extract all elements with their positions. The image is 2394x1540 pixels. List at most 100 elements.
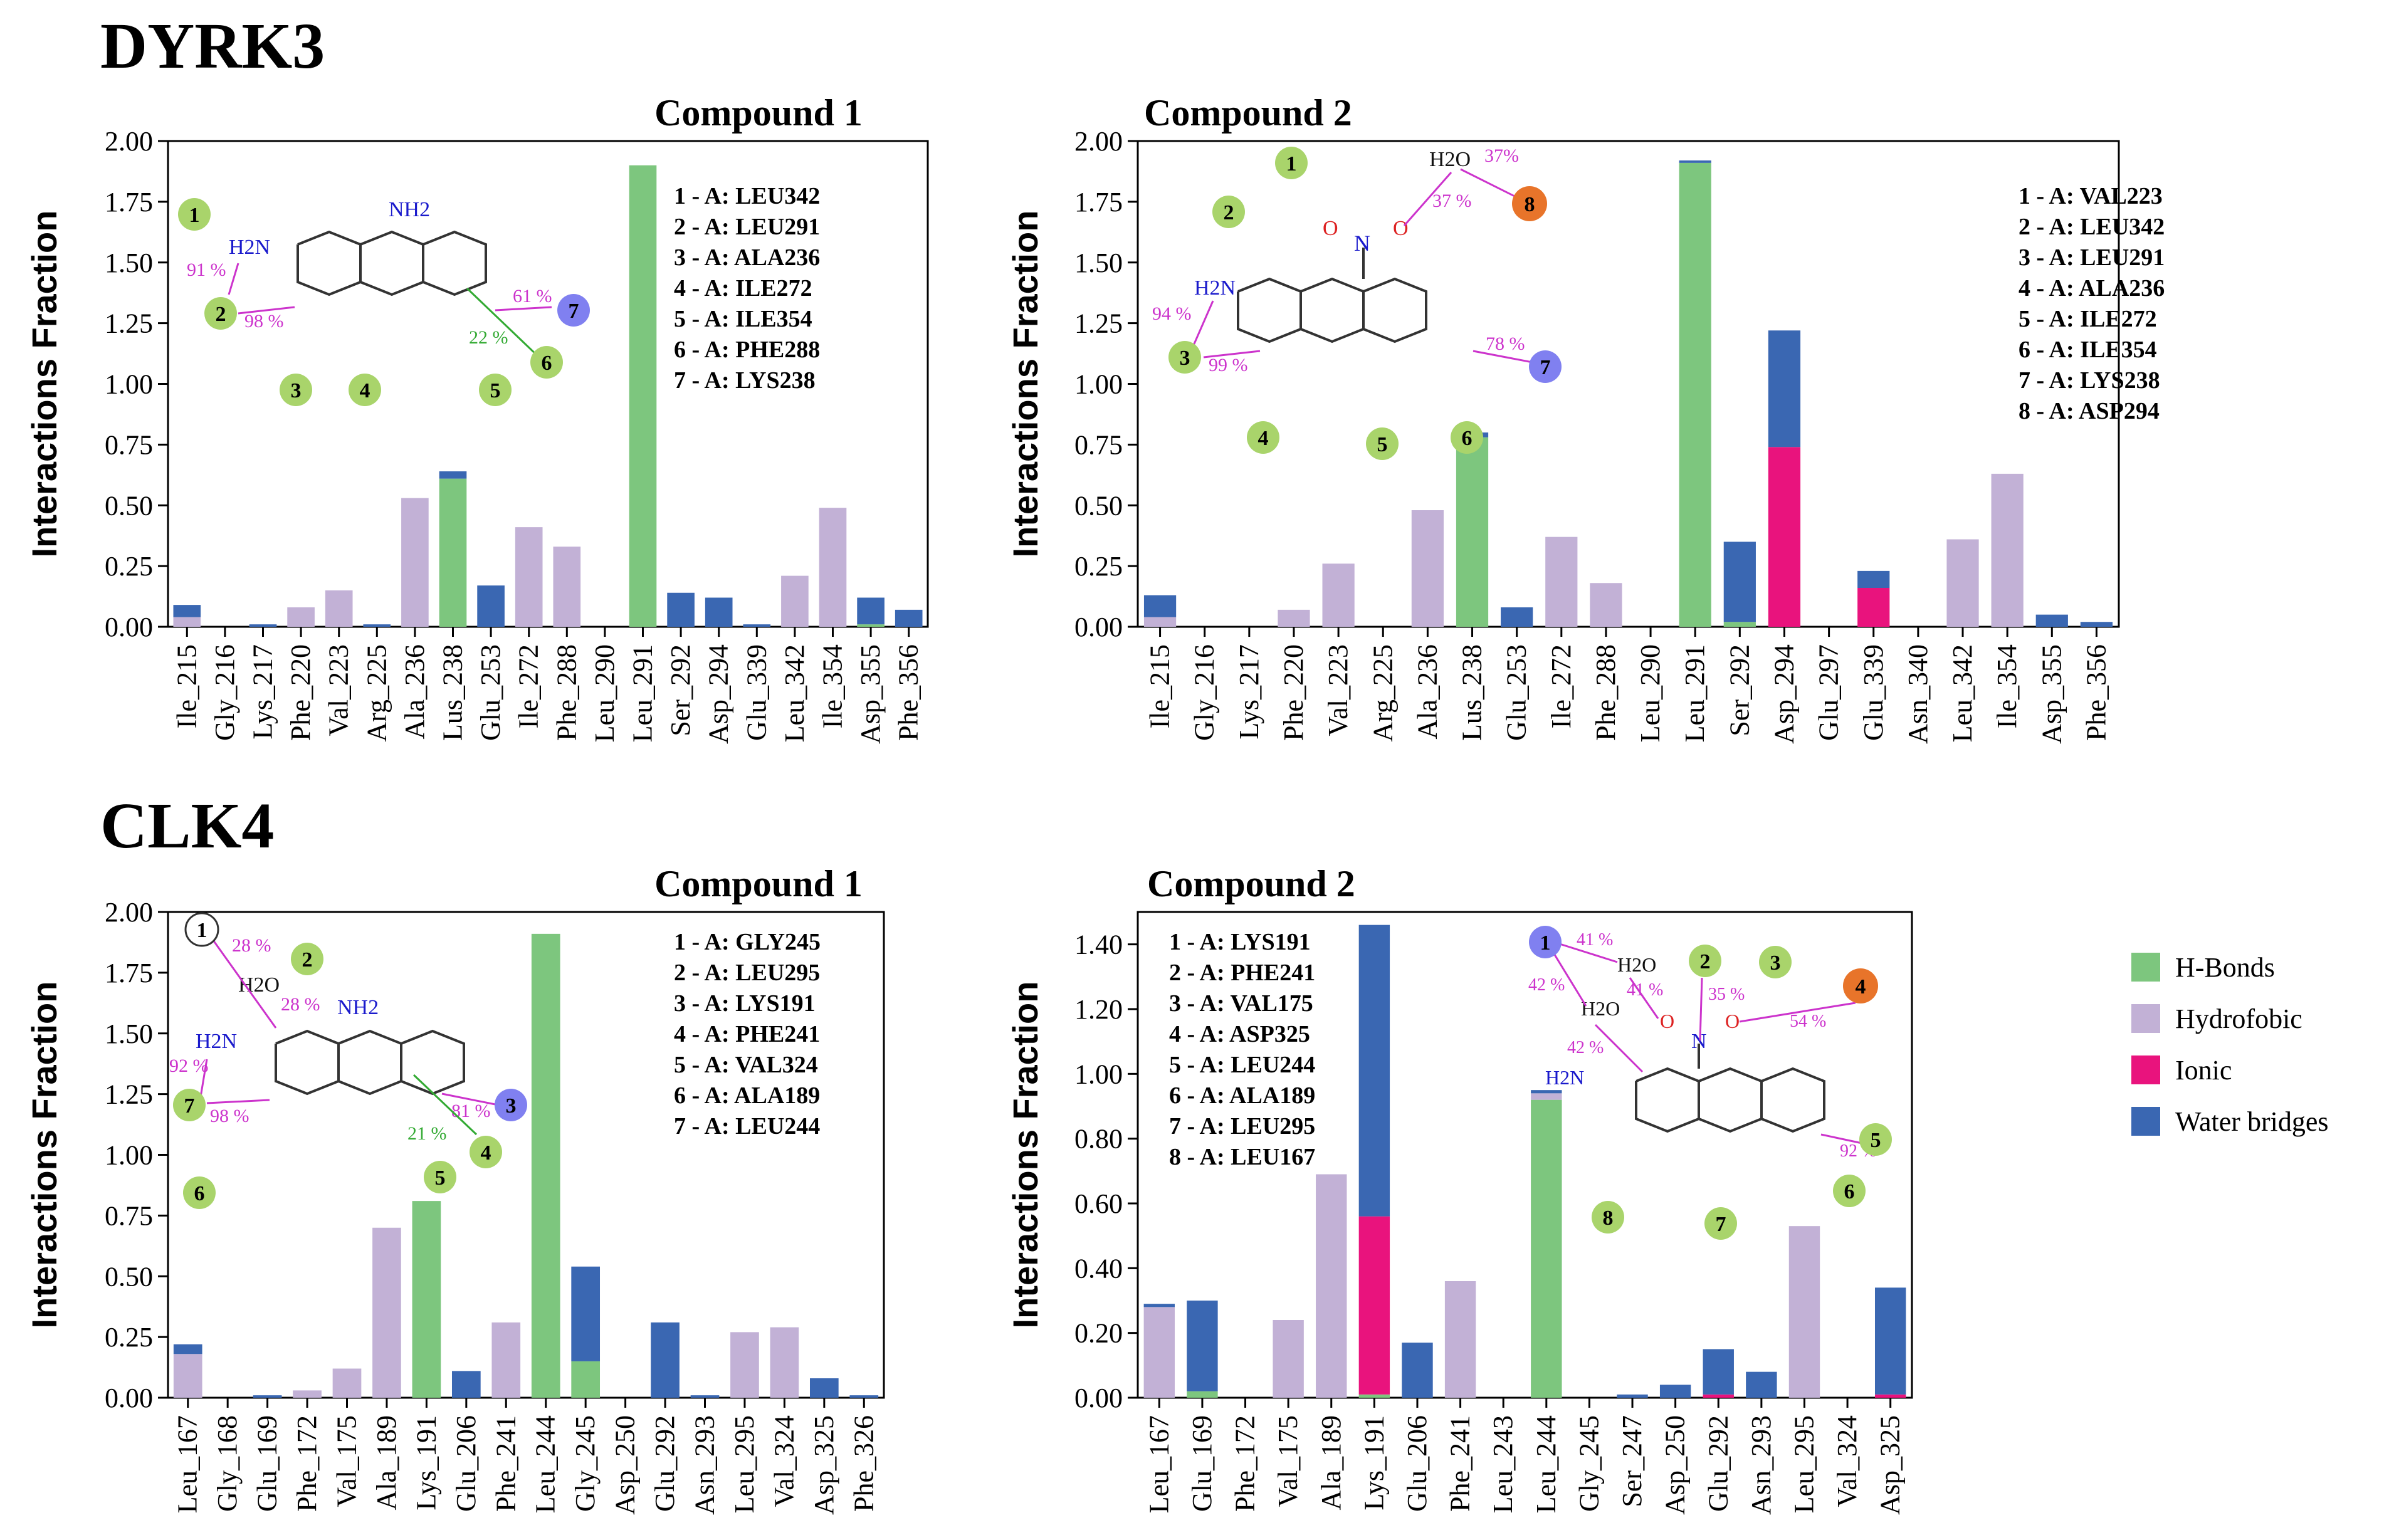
x-tick-label: Glu_339: [1858, 644, 1889, 741]
x-tick-label: Val_175: [1273, 1415, 1303, 1507]
mol-pct-5: 35 %: [1708, 985, 1745, 1004]
bar-hydro-ile_215: [173, 617, 201, 627]
legend-swatch-hbond: [2131, 953, 2160, 982]
svg-text:O: O: [1323, 217, 1338, 240]
y-tick-label: 0.40: [1074, 1253, 1123, 1284]
svg-text:1: 1: [1286, 152, 1297, 175]
residue-marker-2: 2: [1689, 945, 1721, 977]
svg-text:6: 6: [542, 352, 552, 375]
x-tick-label: Glu_206: [451, 1415, 481, 1512]
svg-text:8: 8: [1603, 1207, 1614, 1230]
bar-hbond-leu_244: [1531, 1099, 1562, 1398]
bar-water-glu_339: [1857, 570, 1890, 588]
mol-pct-2: 98 %: [244, 311, 284, 332]
mol-label-h2o-b: H2O: [1581, 997, 1620, 1020]
mol-pct-5: 81 %: [451, 1101, 491, 1121]
svg-text:3: 3: [291, 379, 302, 402]
mol-label-h2n: H2N: [1545, 1066, 1584, 1089]
x-tick-label: Glu_253: [1501, 644, 1532, 741]
svg-text:2: 2: [1700, 950, 1711, 973]
bar-water-asp_250: [1659, 1385, 1691, 1398]
molecule-diagram-dyrk3-c2: N O O H2O H2N 37% 37 % 94 % 99 % 78 % 1 …: [1152, 145, 1562, 460]
x-tick-label: Ile_215: [171, 644, 202, 728]
svg-text:6: 6: [1844, 1180, 1855, 1203]
bar-hydro-phe_288: [1590, 583, 1622, 627]
legend-swatch-ionic: [2131, 1055, 2160, 1084]
x-tick-label: Ile_272: [513, 644, 544, 728]
x-tick-label: Ala_189: [371, 1415, 402, 1511]
residue-key-item: 4 - A: ASP325: [1169, 1021, 1310, 1047]
residue-marker-4: 4: [349, 374, 381, 406]
x-tick-label: Phe_220: [1278, 644, 1309, 741]
x-tick-label: Val_175: [332, 1415, 362, 1507]
residue-key-item: 3 - A: ALA236: [674, 244, 820, 271]
mol-pct-1: 41 %: [1577, 930, 1613, 950]
x-tick-label: Leu_244: [530, 1415, 561, 1513]
legend-swatch-hydro: [2131, 1004, 2160, 1033]
y-tick-label: 0.00: [1074, 1383, 1123, 1413]
x-tick-label: Leu_290: [1635, 644, 1666, 742]
bar-hydro-val_324: [770, 1327, 799, 1398]
chart-clk4-compound1: Compound 1 Interactions Fraction 0.00 0.25 0…: [24, 863, 885, 1515]
svg-text:7: 7: [184, 1094, 195, 1118]
mol-pct-3: 92 %: [169, 1055, 209, 1076]
y-tick-label: 0.00: [105, 612, 153, 642]
y-tick-label: 0.20: [1074, 1318, 1123, 1349]
x-tick-label: Ile_272: [1546, 644, 1577, 728]
residue-key-item: 8 - A: LEU167: [1169, 1144, 1315, 1170]
residue-key-item: 6 - A: ALA189: [674, 1082, 820, 1109]
bar-hydro-phe_241: [491, 1322, 521, 1398]
y-tick-label: 1.00: [1074, 1059, 1123, 1089]
y-tick-label: 1.50: [105, 1019, 153, 1049]
y-tick-label: 0.80: [1074, 1124, 1123, 1155]
mol-pct-3: 94 %: [1152, 303, 1192, 324]
x-tick-label: Ile_215: [1145, 644, 1175, 728]
bar-hydro-phe_220: [1278, 609, 1310, 627]
residue-key-item: 4 - A: ALA236: [2019, 275, 2165, 301]
svg-text:N: N: [1691, 1030, 1707, 1053]
x-tick-label: Asp_294: [1768, 644, 1799, 744]
residue-marker-1: 1: [184, 912, 219, 947]
x-tick-label: Leu_291: [1679, 644, 1710, 742]
bar-water-ser_292: [667, 592, 695, 627]
residue-marker-3: 3: [1759, 946, 1792, 978]
svg-text:6: 6: [1462, 427, 1473, 450]
legend-label-water: Water bridges: [2175, 1106, 2328, 1137]
x-tick-label: Leu_167: [1143, 1415, 1174, 1513]
bar-hydro-ile_215: [1143, 617, 1177, 627]
svg-text:4: 4: [481, 1141, 491, 1165]
residue-marker-7: 7: [557, 294, 590, 327]
y-axis-label: Interactions Fraction: [1005, 211, 1045, 558]
bar-water-leu_167: [1143, 1304, 1175, 1307]
svg-text:7: 7: [1540, 356, 1551, 379]
bar-water-asp_355: [2035, 614, 2068, 627]
bar-water-ser_247: [1617, 1394, 1648, 1398]
residue-key-item: 7 - A: LEU244: [674, 1113, 820, 1139]
svg-text:N: N: [1354, 231, 1370, 256]
residue-marker-2: 2: [291, 943, 323, 975]
y-tick-label: 0.50: [105, 1261, 153, 1292]
x-tick-label: Leu_295: [1788, 1415, 1819, 1513]
bar-hydro-ile_272: [1545, 537, 1578, 627]
residue-marker-7: 7: [1704, 1207, 1737, 1240]
y-tick-label: 1.50: [1074, 248, 1123, 278]
mol-pct-4: 99 %: [1209, 355, 1248, 375]
svg-text:5: 5: [1377, 433, 1388, 456]
bar-hydro-ala_189: [372, 1227, 401, 1398]
bar-hydro-phe_220: [287, 607, 315, 627]
x-tick-label: Ala_236: [399, 644, 430, 740]
bar-water-asp_325: [809, 1378, 839, 1398]
bar-hydro-val_175: [332, 1368, 362, 1398]
bar-water-asp_325: [1874, 1287, 1906, 1395]
x-tick-label: Phe_172: [1230, 1415, 1261, 1512]
svg-text:7: 7: [569, 300, 579, 323]
x-tick-label: Phe_288: [551, 644, 582, 741]
svg-text:5: 5: [490, 379, 501, 402]
residue-marker-2: 2: [1212, 196, 1245, 228]
residue-marker-1: 1: [1529, 926, 1562, 958]
bar-hydro-leu_244: [1531, 1093, 1562, 1100]
x-tick-label: Ser_247: [1617, 1415, 1647, 1507]
y-tick-label: 0.50: [1074, 490, 1123, 521]
molecule-diagram-clk4-c2: N O O H2O H2O H2N 41 % 42 % 41 % 42 % 35…: [1528, 926, 1892, 1240]
x-tick-label: Lys_191: [411, 1415, 441, 1511]
